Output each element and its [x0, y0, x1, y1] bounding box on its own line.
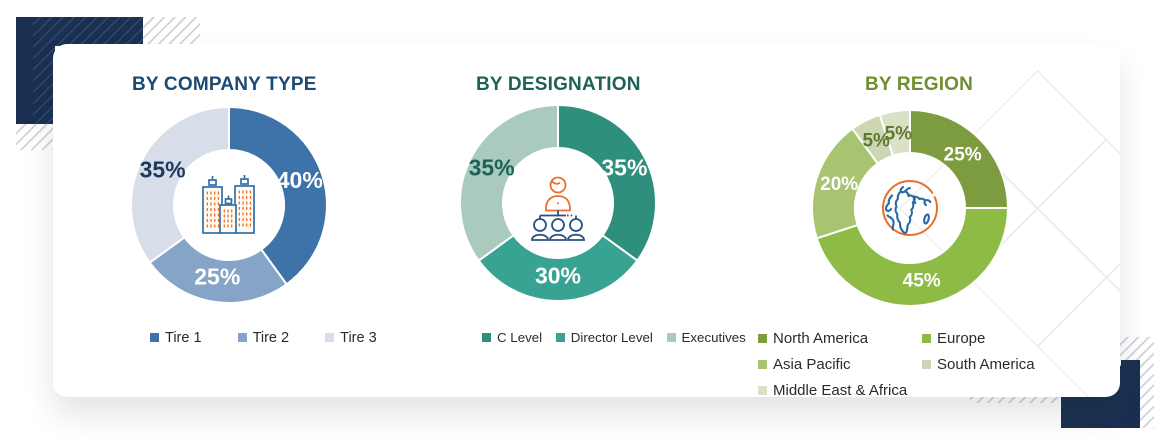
svg-text:45%: 45% [903, 271, 941, 292]
svg-text:25%: 25% [194, 264, 240, 290]
svg-text:25%: 25% [944, 144, 982, 165]
svg-text:35%: 35% [140, 156, 186, 182]
svg-text:35%: 35% [601, 154, 647, 180]
svg-text:40%: 40% [277, 167, 323, 193]
svg-text:30%: 30% [535, 263, 581, 289]
svg-text:20%: 20% [820, 174, 858, 195]
svg-text:5%: 5% [885, 123, 913, 144]
svg-text:35%: 35% [469, 154, 515, 180]
